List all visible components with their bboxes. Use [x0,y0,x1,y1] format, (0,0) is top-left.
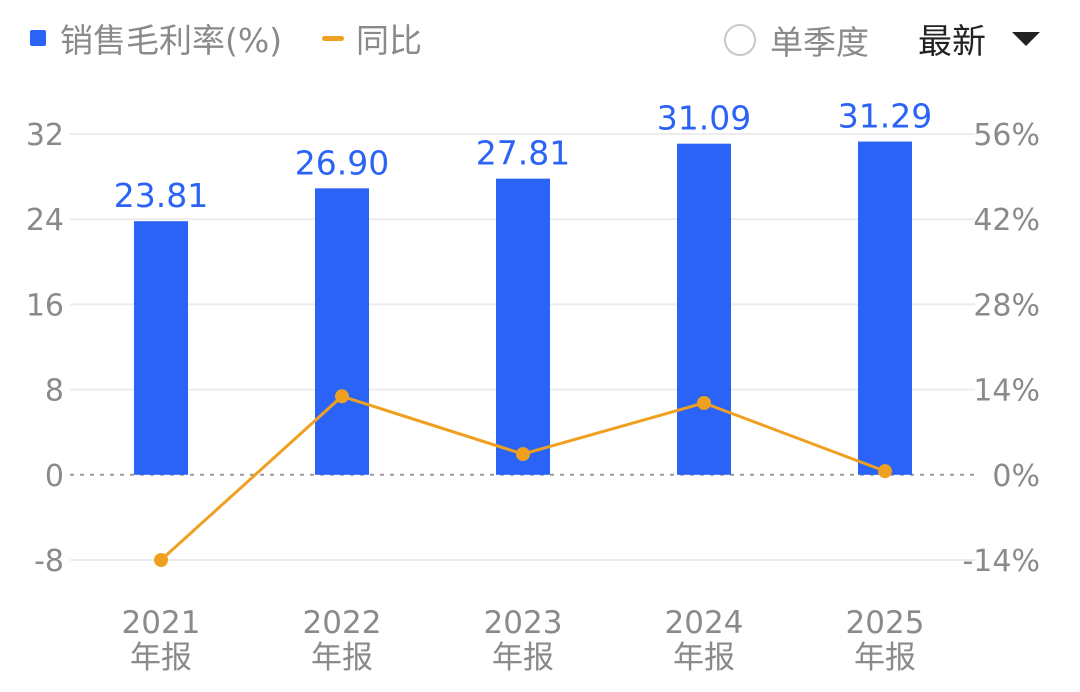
x-axis-tick-label-type: 年报 [673,640,735,676]
legend-label-yoy: 同比 [356,21,422,60]
left-axis-tick-label: -8 [34,544,64,579]
left-axis-tick-label: 0 [45,459,64,494]
bar [677,143,731,475]
period-dropdown[interactable]: 最新 [918,14,1040,63]
x-axis-tick-label-year: 2022 [303,605,382,641]
x-axis-tick-label-type: 年报 [854,640,916,676]
radio-circle-icon [724,24,756,56]
right-axis-tick-label: 0% [992,459,1040,494]
right-axis-tick-label: 42% [973,203,1040,238]
x-axis-tick-label-year: 2023 [484,605,563,641]
bar-value-label: 31.29 [838,97,932,136]
bar-value-label: 31.09 [657,99,751,138]
legend-label-gross-margin: 销售毛利率(%) [60,21,283,60]
left-axis-tick-label: 16 [26,288,64,323]
bar [315,188,369,475]
left-axis-tick-label: 8 [45,374,64,409]
single-quarter-label: 单季度 [770,23,869,62]
yoy-point [154,553,168,567]
single-quarter-toggle[interactable]: 单季度 [724,16,869,64]
x-axis-tick-label-type: 年报 [311,640,373,676]
right-axis-tick-label: 56% [973,118,1040,153]
x-axis-tick-label-type: 年报 [130,640,192,676]
left-axis-tick-label: 24 [26,203,64,238]
bar [134,221,188,475]
right-axis-tick-label: 28% [973,288,1040,323]
bar-value-label: 26.90 [295,143,389,182]
x-axis-tick-label-year: 2024 [665,605,744,641]
bar-value-label: 27.81 [476,134,570,173]
legend-swatch-bar [30,30,46,46]
chart-toolbar: 销售毛利率(%) 同比 单季度 最新 [0,0,1080,80]
right-axis-tick-label: -14% [962,544,1040,579]
legend-item-gross-margin[interactable]: 销售毛利率(%) [30,14,282,62]
x-axis-tick-label-year: 2021 [122,605,201,641]
yoy-point [878,464,892,479]
right-axis-tick-label: 14% [973,374,1040,409]
bar-value-label: 23.81 [114,176,208,215]
yoy-point [335,389,349,404]
x-axis-tick-label-year: 2025 [846,605,925,641]
x-axis-tick-label-type: 年报 [492,640,554,676]
yoy-point [697,395,711,410]
bar [858,141,912,475]
caret-down-icon [1012,31,1040,46]
left-axis-tick-label: 32 [26,118,64,153]
yoy-point [516,447,530,462]
bar [496,178,550,475]
legend-item-yoy[interactable]: 同比 [322,14,422,62]
legend-swatch-line [322,35,344,41]
period-dropdown-label: 最新 [918,22,986,62]
